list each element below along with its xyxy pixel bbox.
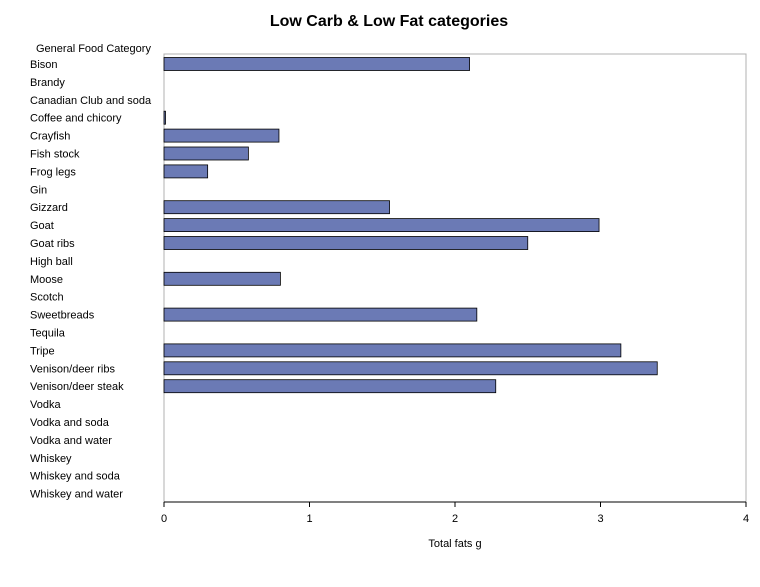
category-label: Tripe [30,345,55,357]
bar [163,307,478,322]
bar [163,379,497,394]
category-label: Gin [30,184,47,196]
category-label: Goat [30,220,54,232]
category-label: Canadian Club and soda [30,95,152,107]
bar [163,361,658,376]
category-label: Tequila [30,328,66,340]
category-label: Brandy [30,77,65,89]
category-label: Bison [30,59,58,71]
category-label: Sweetbreads [30,310,95,322]
bar [163,271,281,286]
category-label: Venison/deer ribs [30,363,115,375]
category-label: Whiskey [30,453,72,465]
x-axis-title: Total fats g [428,538,481,550]
category-label: Vodka [30,399,61,411]
bar [163,146,249,161]
y-axis-title: General Food Category [36,43,151,55]
x-tick-label: 1 [306,513,312,525]
bar [163,110,166,125]
bar [163,164,209,179]
bar [163,236,529,250]
x-tick-label: 4 [743,513,749,525]
category-label: Venison/deer steak [30,381,124,393]
chart-title: Low Carb & Low Fat categories [270,13,508,30]
category-label: Fish stock [30,149,80,161]
category-label: Moose [30,274,63,286]
bar [163,200,390,215]
category-label: Whiskey and soda [30,471,121,483]
category-label: High ball [30,256,73,268]
bar [163,218,600,233]
x-tick-label: 3 [597,513,603,525]
x-axis: 0 1 2 3 4 [161,501,749,525]
category-labels: Bison Brandy Canadian Club and soda Coffee … [30,59,152,501]
category-label: Vodka and water [30,435,112,447]
category-label: Gizzard [30,202,68,214]
category-label: Goat ribs [30,238,75,250]
category-label: Crayfish [30,131,70,143]
bar [163,57,470,71]
category-label: Vodka and soda [30,417,110,429]
category-label: Whiskey and water [30,489,123,501]
bar [163,343,622,358]
bars [163,57,658,394]
x-tick-label: 0 [161,513,167,525]
category-label: Scotch [30,292,64,304]
category-label: Frog legs [30,166,76,178]
bar [163,128,280,143]
x-tick-label: 2 [452,513,458,525]
category-label: Coffee and chicory [30,113,122,125]
